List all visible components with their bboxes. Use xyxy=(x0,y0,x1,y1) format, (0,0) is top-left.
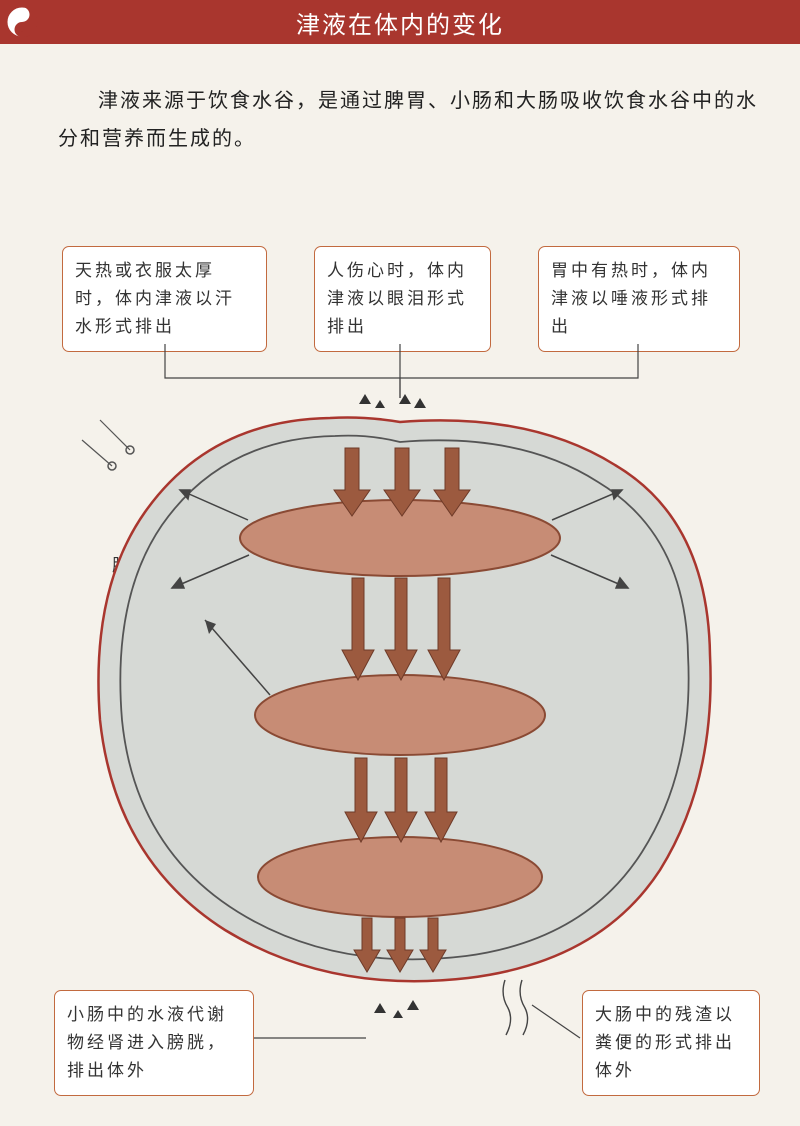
yinyang-icon xyxy=(6,6,38,38)
spleen-text: 脾将肠胃中的水谷精微运化至全身 xyxy=(112,552,222,634)
label-stomach: 胃 xyxy=(527,524,549,553)
intro-paragraph: 津液来源于饮食水谷，是通过脾胃、小肠和大肠吸收饮食水谷中的水分和营养而生成的。 xyxy=(0,44,800,158)
label-small-intestine: 小肠 xyxy=(518,702,562,731)
organ-stomach-text: 胃受纳和腐熟水谷 xyxy=(310,527,510,548)
top-box-tears: 人伤心时，体内津液以眼泪形式排出 xyxy=(314,246,491,352)
label-yunhua-right: 运化 xyxy=(590,524,634,553)
label-yunhua-left: 运化 xyxy=(196,524,240,553)
bottom-box-feces: 大肠中的残渣以粪便的形式排出体外 xyxy=(582,990,760,1096)
top-box-saliva: 胃中有热时，体内津液以唾液形式排出 xyxy=(538,246,740,352)
header-bar: 津液在体内的变化 xyxy=(0,0,800,44)
bottom-box-kidney: 小肠中的水液代谢物经肾进入膀胱，排出体外 xyxy=(54,990,254,1096)
label-large-intestine: 大肠 xyxy=(508,862,552,891)
organ-large-intestine-text: 大肠对小肠排出的残渣进一步吸收 xyxy=(300,859,510,898)
top-box-sweat: 天热或衣服太厚时，体内津液以汗水形式排出 xyxy=(62,246,267,352)
page-title: 津液在体内的变化 xyxy=(296,5,504,40)
organ-small-intestine-text: 小肠泌别，吸收食物中大部分的营养物质和水分 xyxy=(286,697,519,736)
